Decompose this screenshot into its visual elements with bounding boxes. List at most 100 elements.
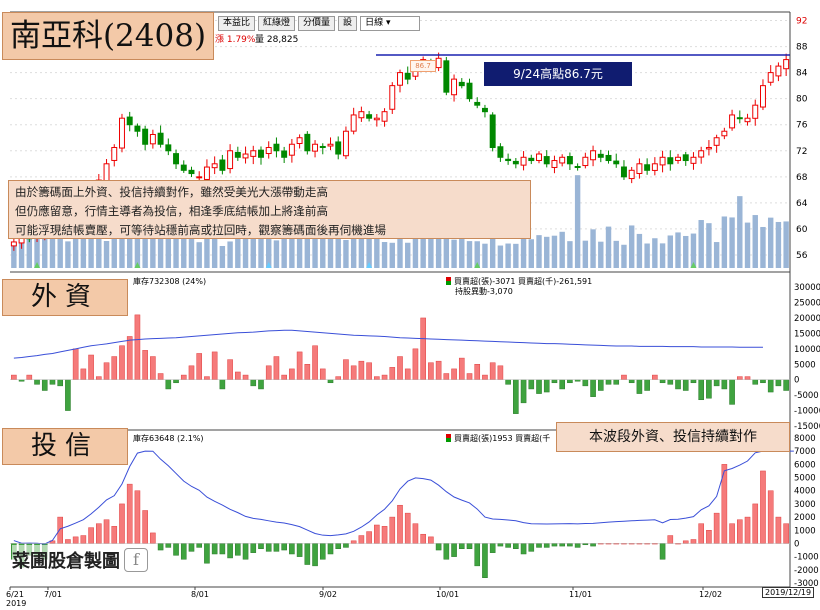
foreign-bar: [458, 357, 465, 380]
trust-bar: [327, 543, 334, 555]
candle: [319, 145, 326, 149]
volume-bar: [65, 241, 71, 268]
trust-tick-label: 1000: [794, 526, 816, 536]
candle: [149, 133, 156, 145]
trust-bar: [80, 535, 87, 544]
period-select[interactable]: 日線 ▾: [360, 16, 421, 31]
trust-bar: [335, 543, 342, 549]
trust-bar: [350, 540, 357, 544]
foreign-bar: [219, 379, 226, 390]
foreign-tick-label: -5000: [794, 391, 819, 401]
volume-bar: [258, 238, 264, 268]
foreign-bar: [134, 314, 141, 380]
trust-holding: 庫存63648 (2.1%): [133, 434, 204, 443]
settings-button[interactable]: 設: [338, 16, 358, 31]
foreign-tick-label: 10000: [794, 345, 820, 355]
chart-toolbar: 本益比 紅綠燈 分價量 設 日線 ▾: [218, 16, 421, 31]
foreign-bar: [505, 379, 511, 385]
trust-bar: [451, 543, 457, 557]
volume-bar: [281, 229, 287, 268]
stock-title: 南亞科(2408): [2, 12, 214, 60]
trust-bar: [134, 490, 141, 544]
foreign-panel-label: 外資: [2, 279, 128, 316]
candle: [759, 85, 766, 108]
trust-bar: [466, 543, 473, 549]
price-volume-button[interactable]: 分價量: [298, 16, 336, 31]
volume-bar: [366, 238, 372, 268]
signal-marker: [366, 262, 373, 268]
volume-bar: [744, 222, 751, 268]
volume-bar: [567, 241, 573, 268]
candle: [620, 166, 627, 178]
trust-bar: [513, 543, 519, 549]
trust-bar: [729, 523, 735, 544]
candle: [273, 143, 280, 152]
trust-bar: [690, 539, 697, 544]
candle: [443, 60, 450, 93]
trust-bar: [435, 543, 442, 551]
candle: [281, 150, 288, 158]
price-tick-label: 56: [796, 251, 808, 261]
foreign-panel: [10, 314, 790, 414]
trust-bar: [404, 512, 411, 544]
watermark: 菜圃股倉製圖 f: [12, 545, 148, 575]
trust-bar: [520, 543, 527, 555]
foreign-bar: [265, 365, 272, 380]
candle: [126, 116, 133, 126]
trust-tick-label: 4000: [794, 487, 816, 497]
foreign-bar: [404, 368, 411, 380]
volume-bar: [644, 243, 650, 268]
foreign-bar: [96, 376, 102, 380]
candle: [10, 241, 17, 247]
foreign-bar: [389, 367, 396, 380]
trust-bar: [744, 516, 751, 544]
foreign-holding-line: [13, 329, 763, 359]
traffic-light-button[interactable]: 紅綠燈: [258, 16, 296, 31]
volume-bar: [482, 243, 488, 268]
volume-bar: [598, 241, 604, 268]
foreign-bar: [235, 371, 241, 380]
foreign-bar: [567, 379, 573, 384]
trust-bar: [775, 516, 782, 544]
candle: [613, 160, 620, 165]
price-tick-label: 76: [796, 121, 808, 131]
trust-bar: [219, 543, 226, 555]
volume-bar: [713, 242, 720, 268]
foreign-bar: [119, 345, 125, 380]
foreign-bar: [605, 379, 612, 385]
trust-tick-label: -3000: [794, 579, 819, 589]
note-line-3: 可能浮現結帳賣壓，可等待站穩前高或拉回時，觀察籌碼面後再伺機進場: [15, 223, 387, 237]
foreign-bar: [489, 362, 496, 380]
foreign-bar: [667, 379, 674, 385]
volume-bar: [775, 221, 782, 268]
volume-readout: 量 28,825: [255, 35, 299, 45]
foreign-bar: [180, 374, 187, 380]
foreign-buysell-text: 買賣超(張)-3071 買賣超(千)-261,591: [454, 277, 593, 286]
candle: [783, 59, 790, 70]
trust-bar: [713, 512, 720, 544]
candle: [227, 150, 234, 170]
trust-tick-label: 5000: [794, 474, 816, 484]
foreign-bar: [296, 351, 303, 380]
pe-ratio-button[interactable]: 本益比: [218, 16, 256, 31]
foreign-bar: [242, 374, 249, 380]
trust-bar: [188, 543, 195, 552]
trust-bar: [682, 540, 689, 544]
volume-bar: [783, 221, 789, 268]
trust-panel-label: 投信: [2, 428, 128, 465]
foreign-bar: [428, 362, 434, 380]
trust-bar: [698, 523, 704, 544]
trust-bar: [412, 523, 419, 544]
foreign-tick-label: 30000: [794, 283, 820, 293]
candle: [582, 156, 589, 167]
facebook-icon: f: [124, 548, 148, 572]
foreign-bar: [675, 379, 681, 390]
candle: [667, 157, 674, 165]
period-select-label: 日線: [365, 18, 384, 28]
foreign-tick-label: -10000: [794, 407, 820, 417]
candle: [458, 81, 465, 87]
volume-bar: [559, 231, 565, 268]
foreign-bar: [729, 379, 735, 405]
foreign-bar: [366, 362, 372, 380]
